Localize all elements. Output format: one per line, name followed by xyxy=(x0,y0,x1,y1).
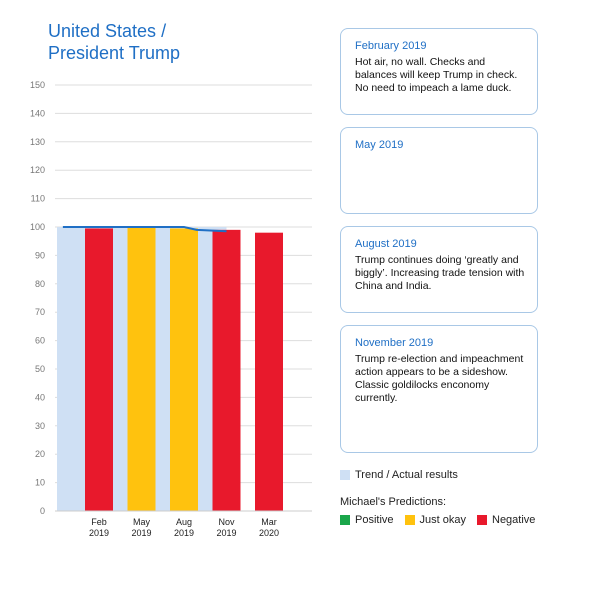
prediction-bar xyxy=(170,228,198,512)
y-tick-label: 100 xyxy=(30,222,45,232)
card-title: February 2019 xyxy=(355,40,427,52)
prediction-bar xyxy=(127,227,156,511)
prediction-bar xyxy=(255,232,283,511)
prediction-bar xyxy=(85,228,113,512)
card-title: November 2019 xyxy=(355,337,434,349)
trend-line xyxy=(62,226,227,233)
card-text: Trump re-election and impeachment action… xyxy=(355,353,524,404)
prediction-bar xyxy=(212,229,241,511)
card-text: Trump continues doing ‘greatly and biggl… xyxy=(355,254,525,292)
card-title: August 2019 xyxy=(355,238,417,250)
card-title: May 2019 xyxy=(355,139,404,151)
legend-just-okay: Just okay xyxy=(404,514,466,526)
legend-trend-label: Trend / Actual results xyxy=(355,469,458,481)
legend-positive-label: Positive xyxy=(355,514,394,526)
negative-swatch xyxy=(477,515,487,525)
y-tick-label: 30 xyxy=(35,421,45,431)
just-okay-swatch xyxy=(404,515,415,525)
x-tick-label: Aug xyxy=(176,517,192,527)
y-tick-label: 20 xyxy=(35,449,45,459)
y-tick-label: 50 xyxy=(35,364,45,374)
positive-swatch xyxy=(340,515,350,525)
trend-swatch xyxy=(340,470,350,480)
title-line-1: United States / xyxy=(48,21,167,41)
card-text: Hot air, no wall. Checks and balances wi… xyxy=(355,56,518,94)
x-tick-label: 2019 xyxy=(89,528,109,538)
y-tick-label: 70 xyxy=(35,307,45,317)
page-title: United States / President Trump xyxy=(48,20,180,64)
legend-just-okay-label: Just okay xyxy=(419,514,466,526)
predictions-legend: Positive Just okay Negative xyxy=(340,514,546,526)
y-tick-label: 10 xyxy=(35,478,45,488)
x-tick-label: 2019 xyxy=(174,528,194,538)
y-tick-label: 150 xyxy=(30,80,45,90)
x-tick-label: 2020 xyxy=(259,528,279,538)
x-tick-label: 2019 xyxy=(216,528,236,538)
prediction-card-nov-2019: November 2019 Trump re-election and impe… xyxy=(340,325,538,453)
prediction-card-aug-2019: August 2019 Trump continues doing ‘great… xyxy=(340,226,538,313)
y-tick-label: 60 xyxy=(35,336,45,346)
x-tick-label: Mar xyxy=(261,517,277,527)
predictions-legend-title: Michael's Predictions: xyxy=(340,496,447,508)
y-tick-label: 140 xyxy=(30,108,45,118)
y-tick-label: 120 xyxy=(30,165,45,175)
x-tick-label: May xyxy=(133,517,151,527)
prediction-bar-chart: 0 10 20 30 40 50 60 70 80 90 100 110 120 130 140 150 Feb… xyxy=(30,80,312,538)
legend-positive: Positive xyxy=(340,514,394,526)
legend-trend: Trend / Actual results xyxy=(340,469,458,481)
legend-negative-label: Negative xyxy=(492,514,536,526)
x-tick-label: 2019 xyxy=(131,528,151,538)
y-tick-label: 40 xyxy=(35,392,45,402)
y-tick-label: 110 xyxy=(31,194,45,204)
title-line-2: President Trump xyxy=(48,43,181,63)
x-tick-label: Nov xyxy=(218,517,235,527)
y-tick-label: 90 xyxy=(35,250,45,260)
y-tick-label: 80 xyxy=(35,279,45,289)
x-tick-label: Feb xyxy=(91,517,107,527)
y-tick-label: 0 xyxy=(40,506,45,516)
prediction-card-may-2019: May 2019 xyxy=(340,127,538,214)
legend-negative: Negative xyxy=(477,514,535,526)
y-tick-label: 130 xyxy=(30,137,45,147)
prediction-card-feb-2019: February 2019 Hot air, no wall. Checks a… xyxy=(340,28,538,115)
